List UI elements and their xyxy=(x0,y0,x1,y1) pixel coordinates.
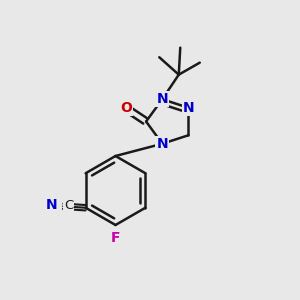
Text: N: N xyxy=(157,137,168,151)
Text: F: F xyxy=(111,232,120,245)
Text: N: N xyxy=(46,198,58,212)
Text: N: N xyxy=(183,101,194,115)
Text: C: C xyxy=(64,199,73,212)
Text: N: N xyxy=(157,92,168,106)
Text: O: O xyxy=(120,101,132,115)
